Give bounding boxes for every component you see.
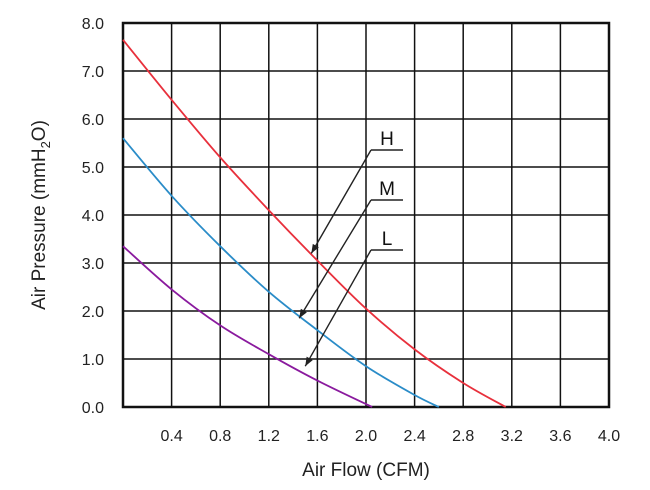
annotation-leader-l (304, 249, 372, 367)
x-tick-label: 1.6 (306, 428, 328, 445)
plot-frame (121, 21, 611, 409)
y-axis-title: Air Pressure (mmH2O) (29, 120, 53, 310)
annotation-arrowhead-l (305, 356, 313, 367)
y-tick-label: 4.0 (82, 208, 104, 225)
series-curve-h (122, 39, 507, 408)
grid (123, 22, 610, 408)
annotation-arrowhead-m (299, 308, 307, 319)
annotation-leader-m (298, 199, 372, 319)
x-tick-labels: 0.4 0.8 1.2 1.6 2.0 2.4 2.8 3.2 3.6 4.0 (160, 428, 620, 445)
x-tick-label: 2.0 (355, 428, 377, 445)
series-label-h: H (380, 129, 394, 150)
series-label-m: M (379, 179, 395, 200)
x-tick-label: 1.2 (258, 428, 280, 445)
x-axis-title: Air Flow (CFM) (302, 460, 430, 481)
annotation-arrowhead-h (311, 243, 319, 254)
y-tick-label: 3.0 (82, 256, 104, 273)
y-tick-label: 0.0 (82, 400, 104, 417)
x-tick-label: 4.0 (598, 428, 620, 445)
x-tick-label: 3.2 (501, 428, 523, 445)
series-curve-m (122, 137, 440, 408)
x-tick-label: 0.4 (160, 428, 182, 445)
y-tick-label: 2.0 (82, 304, 104, 321)
x-tick-label: 2.4 (403, 428, 425, 445)
series-annotations: H M L (298, 129, 403, 367)
y-tick-labels: 0.0 1.0 2.0 3.0 4.0 5.0 6.0 7.0 8.0 (82, 16, 104, 417)
series-curves (122, 39, 507, 408)
series-label-l: L (382, 229, 393, 250)
x-tick-label: 2.8 (452, 428, 474, 445)
y-tick-label: 7.0 (82, 64, 104, 81)
series-curve-l (122, 245, 373, 408)
y-tick-label: 5.0 (82, 160, 104, 177)
x-tick-label: 0.8 (209, 428, 231, 445)
y-tick-label: 1.0 (82, 352, 104, 369)
y-tick-label: 6.0 (82, 112, 104, 129)
y-tick-label: 8.0 (82, 16, 104, 33)
x-tick-label: 3.6 (549, 428, 571, 445)
annotation-leader-h (310, 149, 372, 254)
